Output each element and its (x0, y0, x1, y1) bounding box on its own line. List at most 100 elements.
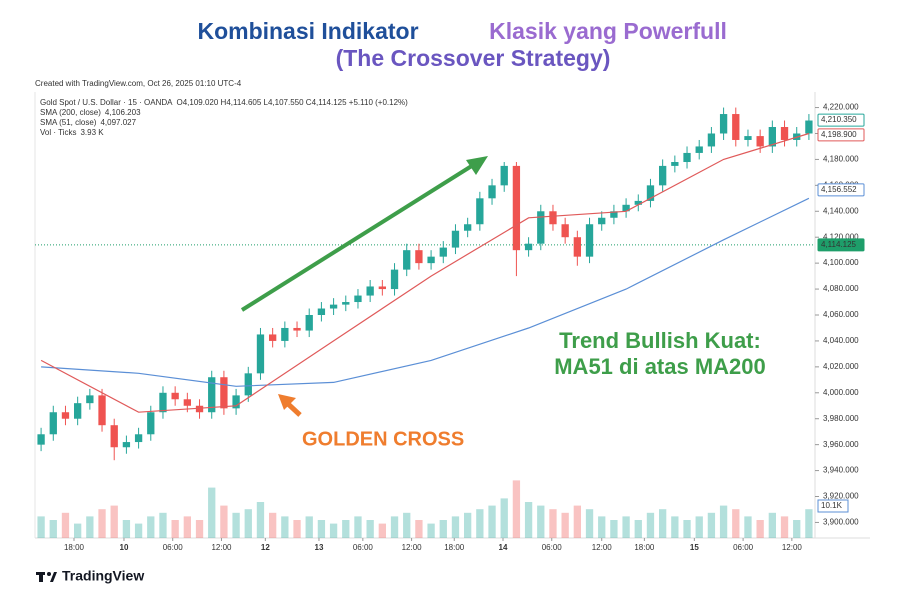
volume-bar (122, 520, 131, 538)
volume-bar (98, 509, 106, 538)
candle-body (195, 405, 204, 413)
volume-bar (537, 505, 545, 538)
candle-body (61, 412, 70, 419)
y-tick-label: 4,080.000 (823, 284, 859, 293)
candle-body (512, 165, 521, 251)
candle-body (756, 136, 764, 147)
volume-bar (232, 512, 240, 538)
volume-bar (500, 498, 508, 538)
legend-label: SMA (200, close) (40, 108, 101, 117)
candle-body (537, 211, 545, 244)
candle-body (707, 133, 716, 147)
candle-body (524, 243, 533, 251)
candle-body (646, 185, 655, 201)
volume-bar (622, 516, 630, 538)
brand: TradingView (62, 568, 144, 584)
volume-bar (768, 512, 776, 538)
candle-body (744, 136, 752, 140)
volume-bar (195, 520, 204, 538)
candle-body (317, 308, 326, 315)
candle-body (427, 256, 435, 264)
volume-bar (695, 516, 703, 538)
volume-bar (671, 516, 679, 538)
volume-bar (86, 516, 94, 538)
volume-bar (305, 516, 313, 538)
price-label: 4,210.350 (821, 115, 857, 124)
candle-body (610, 211, 618, 218)
y-tick-label: 4,060.000 (823, 310, 859, 319)
annotation: GOLDEN CROSS (302, 428, 464, 450)
candle-body (354, 295, 362, 303)
volume-bar (415, 520, 423, 538)
y-tick-label: 4,040.000 (823, 336, 859, 345)
cross-arrow-head (278, 394, 296, 410)
volume-bar (256, 502, 265, 538)
candle-body (451, 230, 460, 248)
volume-bar (610, 520, 618, 538)
candle-body (159, 392, 167, 413)
candle-body (293, 327, 301, 331)
price-label: 4,114.125 (821, 240, 857, 249)
x-tick-label: 18:00 (634, 543, 655, 552)
candle-body (378, 286, 386, 290)
y-tick-label: 4,100.000 (823, 258, 859, 267)
sma-line (41, 197, 810, 387)
candle-body (671, 162, 679, 166)
candle-body (37, 434, 45, 445)
candle-body (134, 434, 143, 443)
candle-body (488, 185, 496, 199)
price-label-box (817, 238, 865, 252)
legend-value: 3.93 K (80, 128, 104, 137)
trend-arrow (240, 160, 480, 312)
volume-bar (585, 509, 594, 538)
x-tick-label: 06:00 (163, 543, 184, 552)
title-part: Klasik yang Powerfull (489, 18, 727, 44)
volume-bar (439, 520, 447, 538)
y-tick-label: 4,120.000 (823, 232, 859, 241)
volume-bar (366, 520, 374, 538)
candle-body (366, 286, 374, 296)
volume-bar (134, 523, 143, 538)
x-tick-label: 12:00 (592, 543, 613, 552)
candle-body (305, 315, 313, 331)
y-tick-label: 4,140.000 (823, 206, 859, 215)
volume-bar (805, 509, 813, 538)
candle-body (269, 334, 277, 341)
y-tick-label: 3,900.000 (823, 518, 859, 527)
volume-bar (342, 520, 350, 538)
candle-body (561, 224, 569, 238)
candle-body (256, 334, 265, 374)
volume-bar (512, 480, 521, 538)
volume-bar (378, 523, 386, 538)
trend-arrow-head (466, 156, 488, 175)
volume-bar (281, 516, 289, 538)
volume-bar (573, 505, 581, 538)
legend-value: 4,106.203 (105, 108, 141, 117)
x-tick-label: 18:00 (444, 543, 465, 552)
candle-body (768, 127, 776, 147)
volume-bar (488, 505, 496, 538)
volume-bar (719, 505, 728, 538)
candle-body (805, 120, 813, 134)
volume-bar (244, 509, 252, 538)
y-tick-label: 4,180.000 (823, 155, 859, 164)
legend-value: 4,097.027 (100, 118, 136, 127)
volume-bar (793, 520, 801, 538)
x-tick-label: 10 (120, 543, 129, 552)
volume-bar (598, 516, 606, 538)
volume-bar (354, 516, 362, 538)
volume-bar (756, 520, 764, 538)
volume-bar (49, 520, 57, 538)
y-tick-label: 3,920.000 (823, 492, 859, 501)
price-label-box (817, 128, 865, 142)
candle-body (403, 250, 411, 270)
volume-bar (293, 520, 301, 538)
candle-body (110, 425, 118, 448)
price-label: 4,198.900 (821, 130, 857, 139)
candle-body (183, 399, 191, 406)
candle-body (683, 152, 691, 163)
volume-bar (329, 523, 338, 538)
candle-body (476, 198, 484, 225)
legend-label: Vol · Ticks (40, 128, 76, 137)
volume-bar (183, 516, 191, 538)
